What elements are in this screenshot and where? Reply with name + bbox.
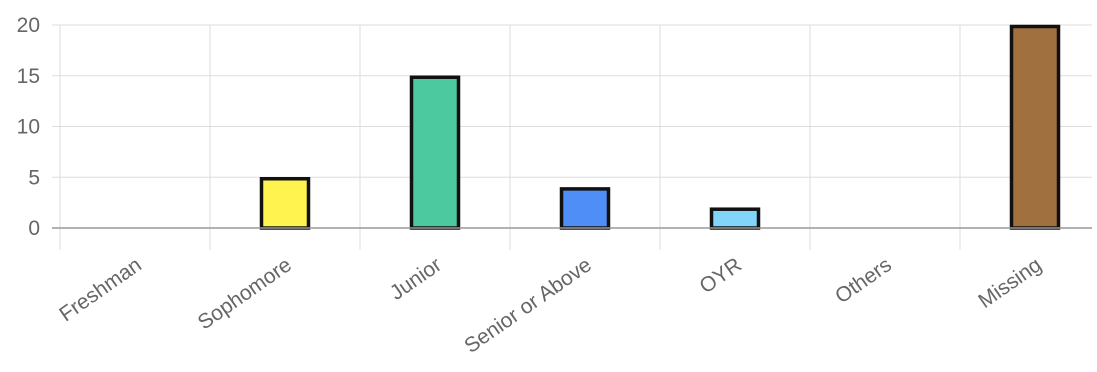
bars (259, 24, 1061, 230)
x-tick-label: Sophomore (194, 253, 296, 334)
bar-missing (1009, 24, 1061, 230)
bar-senior-or-above (559, 187, 611, 230)
x-axis-ticks: Freshman Sophomore Junior Senior or Above OY… (55, 253, 1046, 358)
bar-oyr (709, 207, 761, 230)
x-tick-label: Missing (974, 253, 1046, 313)
y-tick-label: 5 (28, 166, 40, 189)
y-tick-label: 10 (17, 116, 40, 139)
y-tick-label: 15 (17, 65, 40, 88)
x-tick-label: Senior or Above (460, 253, 596, 358)
bar-junior (409, 75, 461, 230)
x-tick-label: Freshman (55, 253, 146, 326)
grid-lines (52, 24, 1092, 250)
y-tick-label: 20 (17, 14, 40, 37)
x-tick-label: OYR (695, 253, 745, 298)
x-tick-label: Junior (386, 253, 446, 305)
y-tick-label: 0 (28, 217, 40, 240)
bar-sophomore (259, 177, 311, 230)
y-axis-ticks: 0 5 10 15 20 (17, 14, 40, 240)
x-tick-label: Others (831, 253, 896, 308)
